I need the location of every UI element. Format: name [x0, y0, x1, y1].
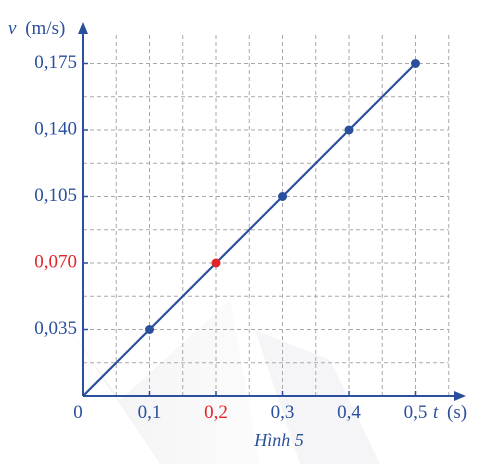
- y-tick-label: 0,070: [34, 251, 77, 272]
- data-point: [411, 59, 420, 68]
- figure-caption: Hình 5: [253, 430, 304, 450]
- axes: [78, 22, 466, 401]
- data-point: [145, 325, 154, 334]
- grid: [83, 35, 450, 396]
- x-axis-unit: (s): [447, 402, 467, 423]
- data-point: [344, 125, 354, 135]
- data-point: [278, 192, 287, 201]
- points-layer: [145, 59, 420, 334]
- y-axis-label: v (m/s): [8, 18, 65, 39]
- x-tick-label: 0,1: [138, 402, 162, 423]
- x-tick-label: 0,4: [337, 402, 361, 423]
- x-tick-label: 0,5: [404, 402, 428, 423]
- origin-label: 0: [73, 402, 83, 423]
- y-axis-arrow: [78, 22, 88, 34]
- y-tick-label: 0,175: [34, 52, 77, 73]
- tick-labels: 0,1 0,2 0,3 0,4 0,5 0,035 0,070 0,105 0,140 0,175: [34, 52, 427, 423]
- x-axis-arrow: [454, 391, 466, 401]
- y-axis-symbol: v: [8, 18, 17, 39]
- y-tick-label: 0,140: [34, 118, 77, 139]
- x-axis-label: t (s): [433, 402, 467, 423]
- x-tick-label: 0,2: [204, 402, 228, 423]
- y-axis-unit: (m/s): [25, 18, 65, 39]
- x-axis-symbol: t: [433, 402, 439, 423]
- series-line: [82, 62, 417, 397]
- y-tick-label: 0,035: [34, 318, 77, 339]
- data-point: [211, 258, 221, 268]
- series-layer: [82, 62, 417, 397]
- x-tick-label: 0,3: [271, 402, 295, 423]
- y-tick-label: 0,105: [34, 185, 77, 206]
